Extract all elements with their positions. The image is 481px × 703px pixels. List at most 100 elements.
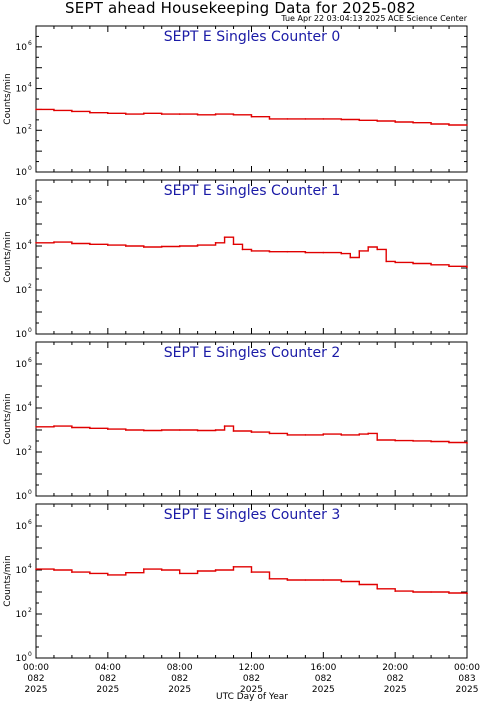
data-point <box>196 570 199 572</box>
data-point <box>125 245 127 247</box>
data-point <box>178 245 181 247</box>
data-point <box>466 592 468 595</box>
data-point <box>412 121 414 124</box>
data-point <box>340 252 343 255</box>
data-point <box>394 590 397 592</box>
x-tick-label-time: 00:00 <box>454 663 480 673</box>
data-point <box>268 250 271 253</box>
x-tick-label-year: 2025 <box>384 685 407 695</box>
y-tick-exponent: 2 <box>28 123 32 130</box>
y-tick-exponent: 2 <box>28 607 32 614</box>
data-point <box>53 241 55 243</box>
data-point <box>394 261 397 264</box>
data-point <box>196 429 199 432</box>
y-tick-label: 10 <box>16 654 28 664</box>
data-point <box>214 569 217 571</box>
data-point <box>223 425 226 427</box>
data-point <box>448 265 450 268</box>
x-tick-label-year: 2025 <box>25 685 48 695</box>
series-line <box>36 425 468 444</box>
x-tick-label-doy: 082 <box>99 674 116 684</box>
y-axis-label: Counts/min <box>3 73 13 124</box>
data-point <box>448 441 450 444</box>
y-tick-exponent: 4 <box>28 563 32 570</box>
data-point <box>430 591 432 593</box>
series-line <box>36 236 468 268</box>
data-point <box>376 248 379 251</box>
data-point <box>358 250 361 252</box>
x-tick-label-time: 12:00 <box>239 663 265 673</box>
data-point <box>286 434 289 436</box>
data-point <box>349 256 352 259</box>
x-tick-label-doy: 082 <box>171 674 188 684</box>
y-tick-exponent: 0 <box>28 651 32 658</box>
y-tick-label: 10 <box>16 85 28 95</box>
data-point <box>143 112 145 115</box>
timestamp: Tue Apr 22 03:04:13 2025 ACE Science Cen… <box>281 14 467 23</box>
y-tick-label: 10 <box>16 242 28 252</box>
y-tick-exponent: 0 <box>28 327 32 334</box>
data-point <box>430 264 432 266</box>
data-point <box>376 439 379 441</box>
y-tick-exponent: 0 <box>28 165 32 172</box>
y-axis-label: Counts/min <box>3 393 13 444</box>
panel-frame <box>35 179 468 335</box>
panel-title: SEPT E Singles Counter 0 <box>164 29 341 45</box>
data-point <box>304 579 307 581</box>
y-tick-exponent: 2 <box>28 445 32 452</box>
data-point <box>322 118 325 120</box>
panel-title: SEPT E Singles Counter 2 <box>164 345 341 361</box>
data-point <box>35 242 37 244</box>
data-point <box>223 236 226 238</box>
y-tick-label: 10 <box>16 522 28 532</box>
data-point <box>214 113 217 115</box>
data-point <box>394 439 397 442</box>
panel-frame <box>35 25 468 173</box>
x-tick-label-time: 04:00 <box>95 663 121 673</box>
y-tick-label: 10 <box>16 43 28 53</box>
x-tick-label-doy: 082 <box>387 674 404 684</box>
x-tick-label-time: 16:00 <box>310 663 336 673</box>
data-point <box>178 429 181 431</box>
y-tick-exponent: 6 <box>28 40 32 47</box>
y-tick-label: 10 <box>16 610 28 620</box>
data-point <box>160 429 163 431</box>
data-point <box>322 251 325 254</box>
data-point <box>250 115 253 118</box>
data-point <box>367 432 370 435</box>
data-point <box>125 429 127 431</box>
data-point <box>358 433 361 435</box>
y-tick-label: 10 <box>16 168 28 178</box>
data-point <box>412 591 414 593</box>
data-point <box>304 434 307 436</box>
x-tick-label-time: 20:00 <box>382 663 408 673</box>
y-tick-label: 10 <box>16 448 28 458</box>
data-point <box>268 578 271 580</box>
data-point <box>232 243 235 246</box>
data-point <box>71 571 73 573</box>
data-point <box>53 569 55 571</box>
data-point <box>196 114 199 116</box>
panel-title: SEPT E Singles Counter 1 <box>164 183 341 199</box>
series-line <box>36 566 468 594</box>
data-point <box>394 121 397 123</box>
x-tick-label-year: 2025 <box>456 685 479 695</box>
y-tick-exponent: 6 <box>28 519 32 526</box>
y-tick-exponent: 6 <box>28 357 32 364</box>
y-tick-exponent: 0 <box>28 489 32 496</box>
data-point <box>322 579 325 581</box>
x-tick-label-doy: 082 <box>315 674 332 684</box>
data-point <box>376 120 379 122</box>
data-point <box>178 572 181 575</box>
data-point <box>241 248 244 251</box>
data-point <box>232 430 235 432</box>
y-tick-label: 10 <box>16 330 28 340</box>
data-point <box>53 425 55 427</box>
data-point <box>160 113 163 115</box>
data-point <box>160 569 163 571</box>
data-point <box>340 434 343 436</box>
